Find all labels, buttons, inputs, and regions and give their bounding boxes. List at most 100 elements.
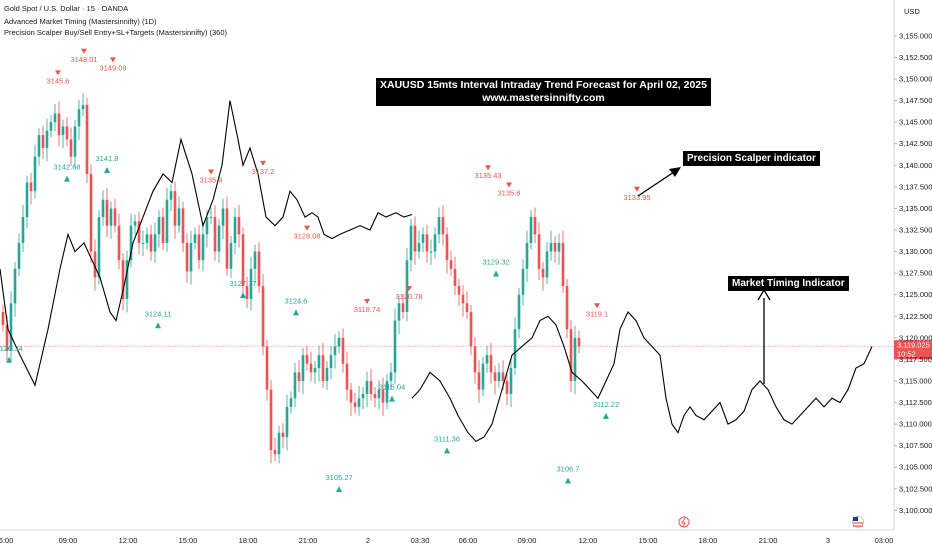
x-tick-label: 06:00 — [0, 536, 13, 545]
candle-body — [157, 217, 161, 235]
y-tick-label: 3,130.000 — [899, 247, 932, 256]
candle-body — [329, 355, 333, 369]
sell-signal-marker — [485, 165, 491, 171]
sell-signal-label: 3119.1 — [586, 309, 608, 318]
buy-signal-marker — [104, 166, 110, 173]
candle-body — [169, 191, 173, 200]
candle-body — [521, 268, 525, 295]
candle-body — [41, 135, 45, 149]
candle-body — [173, 191, 177, 226]
candle-body — [37, 135, 41, 157]
timing-annotation: Market Timing Indicator — [728, 276, 849, 291]
candle-body — [285, 406, 289, 438]
candle-body — [113, 208, 117, 226]
candle-body — [89, 173, 93, 252]
candle-body — [53, 113, 57, 123]
candle-body — [489, 355, 493, 373]
candle-body — [317, 355, 321, 369]
timing-lines — [0, 100, 873, 443]
candle-body — [537, 234, 541, 269]
sell-signal-label: 3133.95 — [623, 193, 650, 202]
candle-body — [1, 311, 5, 325]
candle-body — [573, 337, 577, 381]
x-tick-label: 06:00 — [459, 536, 478, 545]
precision-arrow-head — [669, 167, 681, 177]
y-tick-label: 3,115.000 — [899, 376, 932, 385]
candle-body — [305, 355, 309, 364]
candle-body — [513, 329, 517, 369]
sell-signal-label: 3135.9 — [200, 176, 223, 185]
buy-signal-label: 3127.77 — [229, 279, 256, 288]
candle-body — [441, 217, 445, 235]
candle-body — [541, 268, 545, 278]
x-tick-label: 18:00 — [699, 536, 718, 545]
timing-line-0 — [0, 100, 413, 387]
candle-body — [221, 208, 225, 226]
sell-signal-label: 3137.2 — [252, 167, 275, 176]
sell-signal-label: 3148.01 — [70, 55, 97, 64]
sell-signal-marker — [81, 48, 87, 54]
candle-body — [477, 372, 481, 390]
candle-body — [373, 393, 377, 399]
y-tick-label: 3,145.000 — [899, 118, 932, 127]
candle-body — [301, 355, 305, 381]
precision-arrow-line — [637, 169, 678, 197]
candle-body — [545, 251, 549, 278]
candle-body — [357, 398, 361, 407]
buy-signal-marker — [6, 356, 12, 363]
y-tick-label: 3,125.000 — [899, 290, 932, 299]
buy-signal-label: 3124.6 — [285, 296, 308, 305]
candle-body — [177, 208, 181, 226]
candle-body — [549, 242, 553, 252]
candle-body — [409, 225, 413, 261]
buy-signal-marker — [64, 175, 70, 182]
y-tick-label: 3,140.000 — [899, 161, 932, 170]
candle-body — [133, 221, 137, 226]
precision-annotation: Precision Scalper indicator — [683, 151, 820, 166]
candle-body — [309, 363, 313, 373]
candle-body — [97, 217, 101, 278]
buy-signal-marker — [493, 270, 499, 277]
candle-body — [105, 199, 109, 226]
sell-signal-marker — [634, 186, 640, 192]
price-axis: 3,100.000 3,102.500 3,105.000 3,107.500 3,11… — [894, 7, 932, 515]
sell-signal-marker — [55, 70, 61, 76]
sell-signal-label: 3135.43 — [474, 171, 501, 180]
candle-body — [437, 217, 441, 235]
x-tick-label: 18:00 — [239, 536, 258, 545]
candle-body — [381, 389, 385, 403]
candle-body — [365, 380, 369, 394]
candle-body — [473, 346, 477, 373]
timing-arrow-head — [757, 288, 771, 301]
candle-body — [109, 208, 113, 226]
candle-body — [429, 251, 433, 253]
candle-body — [457, 286, 461, 295]
y-tick-label: 3,152.500 — [899, 53, 932, 62]
candle-body — [433, 234, 437, 252]
candle-body — [265, 346, 269, 390]
y-tick-label: 3,100.000 — [899, 506, 932, 515]
candle-body — [413, 225, 417, 252]
x-tick-label: 15:00 — [639, 536, 658, 545]
candle-body — [205, 217, 209, 235]
buy-signal-label: 3111.36 — [434, 434, 460, 443]
sell-signal-marker — [594, 303, 600, 309]
sell-signal-label: 3118.74 — [354, 305, 381, 314]
x-tick-label: 03:30 — [411, 536, 430, 545]
sell-signal-marker — [260, 160, 266, 166]
candle-body — [29, 182, 33, 192]
flash-icon-bolt — [681, 517, 686, 528]
sell-signal-marker — [208, 169, 214, 175]
candle-body — [145, 234, 149, 243]
candle-body — [17, 242, 21, 269]
candle-body — [393, 320, 397, 373]
candle-body — [289, 398, 293, 407]
candle-body — [153, 234, 157, 252]
candle-body — [129, 225, 133, 261]
y-tick-label: 3,107.500 — [899, 441, 932, 450]
candle-body — [569, 329, 573, 381]
candle-body — [189, 242, 193, 272]
x-tick-label: 21:00 — [759, 536, 778, 545]
